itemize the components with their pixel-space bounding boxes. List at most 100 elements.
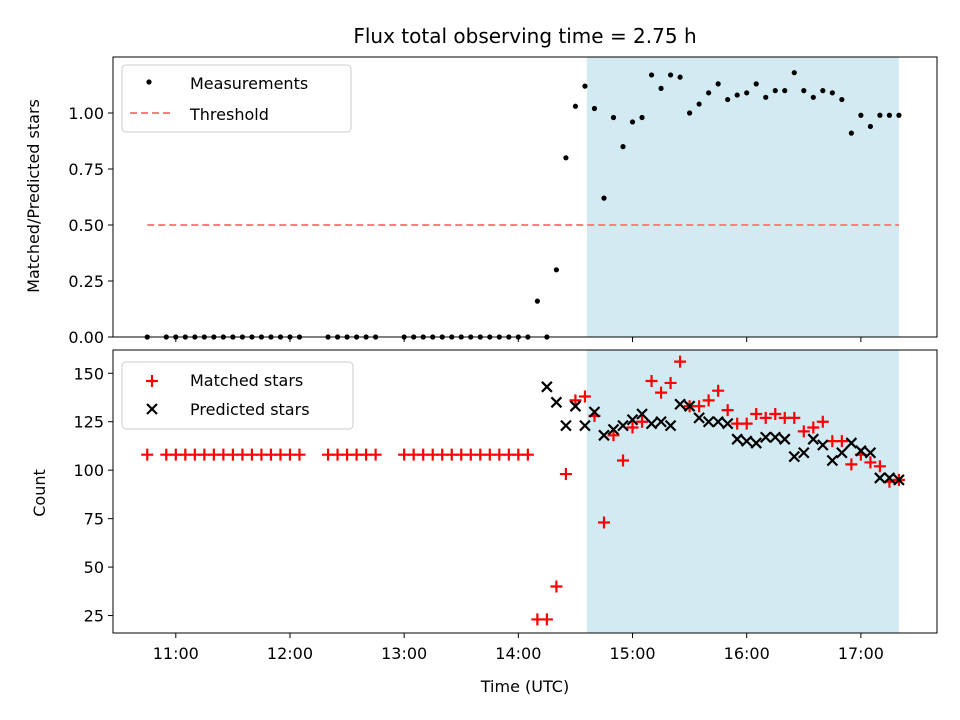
x-tick-label: 12:00 (267, 644, 313, 663)
measurement-point (801, 88, 807, 94)
matched-star-point (693, 400, 706, 413)
predicted-star-point (617, 419, 629, 432)
y-tick-label: 150 (73, 364, 104, 383)
measurement-point (629, 119, 636, 125)
x-tick-label: 17:00 (838, 644, 884, 663)
measurement-point (791, 70, 797, 76)
top-shaded-region (586, 57, 899, 337)
matched-star-point (141, 448, 154, 461)
measurement-point (601, 195, 607, 201)
matched-star-point (750, 407, 763, 420)
measurement-point (572, 103, 579, 109)
y-tick-label: 50 (84, 558, 104, 577)
measurement-point (858, 112, 864, 118)
measurement-point (563, 155, 569, 161)
y-tick-label: 0.75 (68, 160, 104, 179)
legend-predicted-marker (146, 403, 158, 415)
matched-star-point (702, 394, 715, 407)
predicted-star-point (855, 445, 867, 457)
predicted-star-point (826, 454, 839, 467)
measurement-point (620, 144, 626, 150)
predicted-star-point (893, 474, 905, 486)
measurement-point (734, 92, 740, 98)
predicted-star-point (541, 381, 553, 393)
predicted-star-point (807, 433, 820, 445)
predicted-star-point (864, 446, 877, 459)
measurement-point (534, 298, 540, 304)
matched-star-point (664, 376, 677, 389)
predicted-star-point (588, 406, 601, 418)
predicted-star-point (683, 400, 696, 412)
matched-star-point (655, 386, 668, 399)
y-tick-label: 100 (73, 461, 104, 480)
x-tick-label: 14:00 (495, 644, 541, 663)
measurement-point (725, 96, 731, 103)
top-legend-frame (121, 64, 352, 133)
measurement-point (829, 90, 835, 96)
matched-star-point (759, 411, 772, 424)
predicted-star-point (636, 408, 648, 420)
x-tick-label: 15:00 (609, 644, 655, 663)
y-tick-label: 0.00 (68, 328, 104, 347)
measurement-point (591, 105, 598, 112)
predicted-star-point (883, 472, 896, 484)
legend-measurements-marker (146, 79, 152, 85)
legend-matched-marker (146, 375, 158, 387)
matched-star-point (873, 460, 886, 473)
x-tick-label: 16:00 (724, 644, 770, 663)
matched-star-point (712, 384, 725, 397)
predicted-star-point (645, 417, 658, 430)
matched-star-point (617, 454, 630, 467)
matched-star-point (369, 448, 382, 461)
predicted-star-point (836, 446, 848, 459)
matched-star-point (797, 425, 810, 438)
y-tick-label: 1.00 (68, 104, 104, 123)
predicted-star-points (541, 381, 905, 486)
matched-star-point (521, 448, 534, 461)
measurement-point (553, 267, 559, 273)
predicted-star-point (655, 415, 667, 428)
predicted-star-point (664, 419, 677, 432)
matched-star-point (864, 456, 877, 469)
matched-star-point (769, 407, 782, 420)
measurement-point (896, 112, 902, 118)
matched-star-point (721, 404, 734, 417)
matched-star-point (674, 355, 687, 368)
measurement-point (639, 114, 645, 121)
matched-star-point (740, 417, 753, 430)
matched-star-point (597, 516, 610, 529)
predicted-star-point (788, 450, 801, 463)
predicted-star-point (769, 431, 782, 444)
measurement-point (839, 96, 845, 103)
predicted-star-point (693, 412, 705, 424)
top-y-ticks: 0.00 0.25 0.50 0.75 1.00 (68, 104, 113, 347)
measurement-point (772, 88, 778, 94)
y-tick-label: 125 (73, 413, 104, 432)
matched-star-point (636, 415, 649, 428)
bottom-y-axis-label: Count (30, 469, 49, 517)
predicted-star-point (569, 400, 582, 412)
matched-star-point (835, 435, 848, 448)
predicted-star-point (778, 433, 791, 445)
legend-threshold-label: Threshold (189, 105, 269, 124)
predicted-star-point (598, 429, 610, 442)
bottom-y-ticks: 25 50 75 100 125 150 (73, 364, 113, 626)
matched-star-point (626, 421, 639, 434)
bottom-axes-frame (112, 349, 938, 634)
legend-predicted-label: Predicted stars (190, 400, 310, 419)
legend-matched-label: Matched stars (190, 371, 303, 390)
top-x-ticks (175, 337, 862, 342)
measurement-point (648, 72, 655, 78)
predicted-star-point (579, 419, 591, 432)
predicted-star-point (607, 423, 620, 436)
predicted-star-point (702, 415, 715, 428)
matched-star-point (645, 375, 658, 388)
matched-star-point (816, 415, 829, 428)
predicted-star-point (874, 472, 886, 484)
predicted-star-point (721, 417, 734, 430)
predicted-star-point (759, 431, 772, 444)
shaded-interval (586, 57, 899, 337)
predicted-star-point (731, 433, 743, 445)
predicted-star-point (740, 435, 753, 447)
